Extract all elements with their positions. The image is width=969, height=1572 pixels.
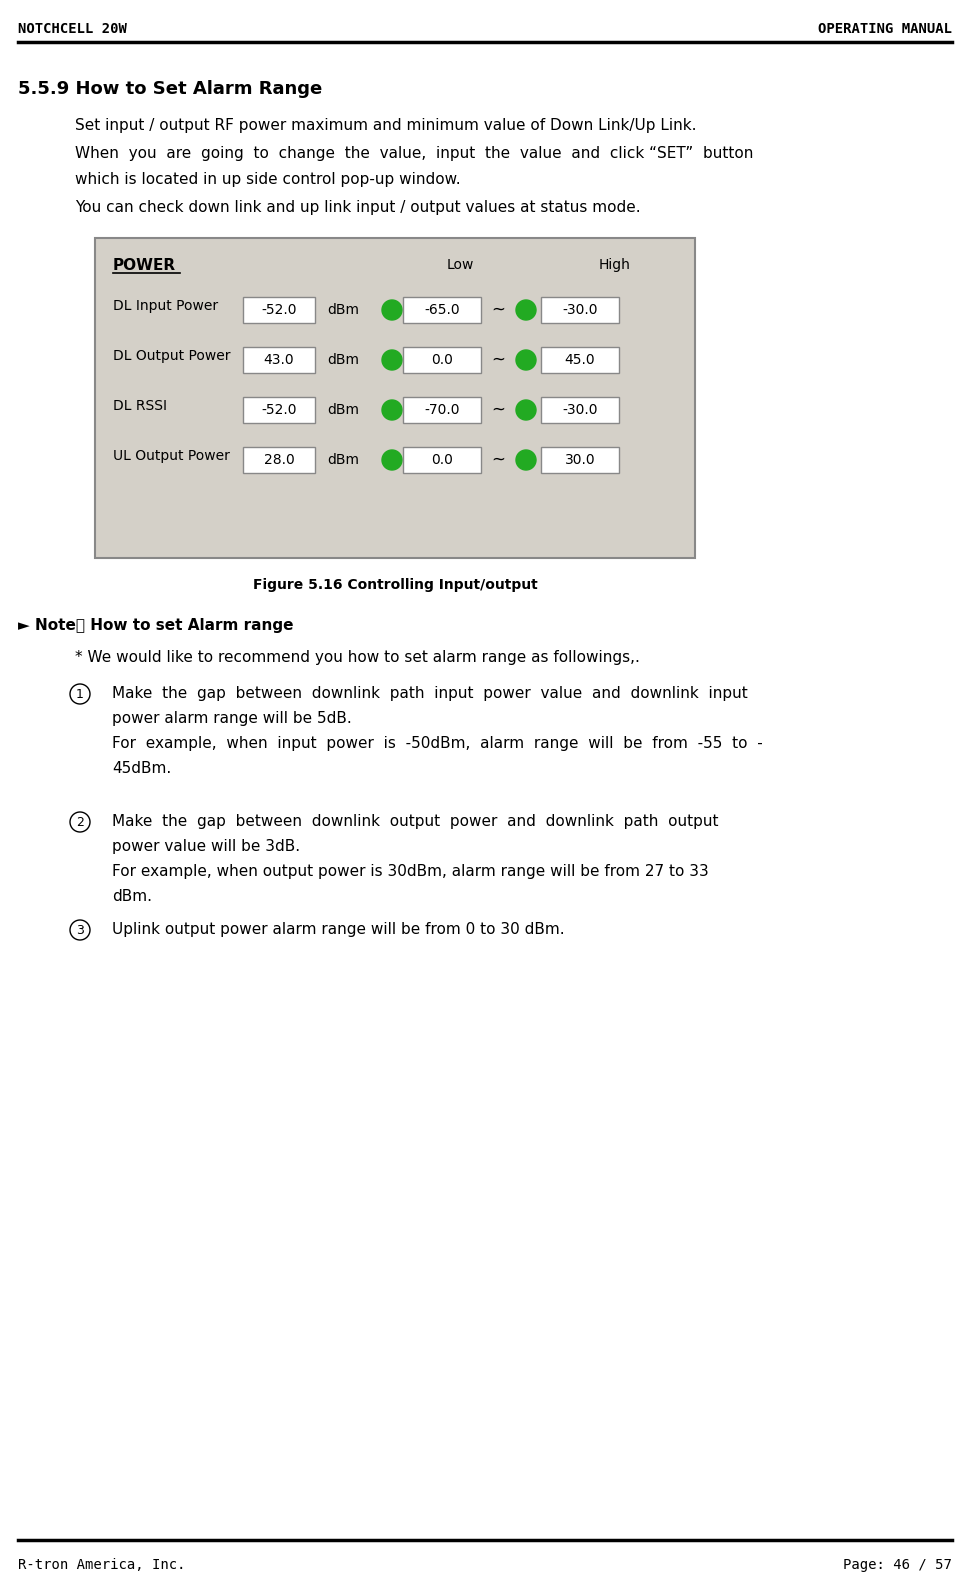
Circle shape bbox=[516, 450, 536, 470]
Circle shape bbox=[382, 399, 401, 420]
Text: 3: 3 bbox=[76, 923, 84, 937]
Text: Make  the  gap  between  downlink  path  input  power  value  and  downlink  inp: Make the gap between downlink path input… bbox=[111, 685, 747, 701]
FancyBboxPatch shape bbox=[541, 297, 618, 322]
Text: dBm: dBm bbox=[327, 453, 359, 467]
Text: power alarm range will be 5dB.: power alarm range will be 5dB. bbox=[111, 711, 352, 726]
Text: -52.0: -52.0 bbox=[261, 402, 297, 417]
Text: You can check down link and up link input / output values at status mode.: You can check down link and up link inpu… bbox=[75, 200, 640, 215]
FancyBboxPatch shape bbox=[243, 398, 315, 423]
FancyBboxPatch shape bbox=[243, 446, 315, 473]
Text: High: High bbox=[599, 258, 630, 272]
Text: dBm: dBm bbox=[327, 402, 359, 417]
FancyBboxPatch shape bbox=[95, 237, 694, 558]
Text: Set input / output RF power maximum and minimum value of Down Link/Up Link.: Set input / output RF power maximum and … bbox=[75, 118, 696, 134]
Text: dBm: dBm bbox=[327, 354, 359, 366]
Text: For example, when output power is 30dBm, alarm range will be from 27 to 33: For example, when output power is 30dBm,… bbox=[111, 865, 708, 879]
Text: which is located in up side control pop-up window.: which is located in up side control pop-… bbox=[75, 171, 460, 187]
Text: ► Note： How to set Alarm range: ► Note： How to set Alarm range bbox=[18, 618, 294, 634]
Text: ~: ~ bbox=[490, 351, 505, 369]
Text: Make  the  gap  between  downlink  output  power  and  downlink  path  output: Make the gap between downlink output pow… bbox=[111, 814, 718, 828]
Text: 5.5.9 How to Set Alarm Range: 5.5.9 How to Set Alarm Range bbox=[18, 80, 322, 97]
Text: NOTCHCELL 20W: NOTCHCELL 20W bbox=[18, 22, 127, 36]
FancyBboxPatch shape bbox=[541, 347, 618, 373]
Text: ~: ~ bbox=[490, 401, 505, 420]
Circle shape bbox=[382, 450, 401, 470]
Text: OPERATING MANUAL: OPERATING MANUAL bbox=[817, 22, 951, 36]
Circle shape bbox=[516, 399, 536, 420]
Circle shape bbox=[382, 300, 401, 321]
Text: Uplink output power alarm range will be from 0 to 30 dBm.: Uplink output power alarm range will be … bbox=[111, 923, 564, 937]
Text: 45.0: 45.0 bbox=[564, 354, 595, 366]
Text: Page: 46 / 57: Page: 46 / 57 bbox=[842, 1558, 951, 1572]
Text: -30.0: -30.0 bbox=[562, 402, 597, 417]
Text: 30.0: 30.0 bbox=[564, 453, 595, 467]
Text: 1: 1 bbox=[76, 687, 84, 701]
Circle shape bbox=[382, 351, 401, 369]
Text: Figure 5.16 Controlling Input/output: Figure 5.16 Controlling Input/output bbox=[252, 578, 537, 593]
Text: POWER: POWER bbox=[112, 258, 176, 274]
Circle shape bbox=[516, 300, 536, 321]
FancyBboxPatch shape bbox=[402, 446, 481, 473]
Text: Low: Low bbox=[446, 258, 473, 272]
Text: UL Output Power: UL Output Power bbox=[112, 450, 230, 464]
Text: 28.0: 28.0 bbox=[264, 453, 294, 467]
Text: -70.0: -70.0 bbox=[423, 402, 459, 417]
Text: 0.0: 0.0 bbox=[430, 354, 453, 366]
FancyBboxPatch shape bbox=[243, 297, 315, 322]
Text: DL RSSI: DL RSSI bbox=[112, 399, 167, 413]
FancyBboxPatch shape bbox=[402, 398, 481, 423]
Text: DL Input Power: DL Input Power bbox=[112, 299, 218, 313]
Text: * We would like to recommend you how to set alarm range as followings,.: * We would like to recommend you how to … bbox=[75, 649, 640, 665]
Text: -52.0: -52.0 bbox=[261, 303, 297, 318]
FancyBboxPatch shape bbox=[541, 446, 618, 473]
FancyBboxPatch shape bbox=[402, 297, 481, 322]
Text: When  you  are  going  to  change  the  value,  input  the  value  and  click “S: When you are going to change the value, … bbox=[75, 146, 753, 160]
Text: -65.0: -65.0 bbox=[423, 303, 459, 318]
Text: power value will be 3dB.: power value will be 3dB. bbox=[111, 839, 299, 854]
FancyBboxPatch shape bbox=[402, 347, 481, 373]
FancyBboxPatch shape bbox=[541, 398, 618, 423]
Text: dBm.: dBm. bbox=[111, 890, 152, 904]
Text: 2: 2 bbox=[76, 816, 84, 828]
Text: ~: ~ bbox=[490, 451, 505, 468]
Text: R-tron America, Inc.: R-tron America, Inc. bbox=[18, 1558, 185, 1572]
Text: DL Output Power: DL Output Power bbox=[112, 349, 231, 363]
Text: 0.0: 0.0 bbox=[430, 453, 453, 467]
Text: ~: ~ bbox=[490, 300, 505, 319]
Text: dBm: dBm bbox=[327, 303, 359, 318]
FancyBboxPatch shape bbox=[243, 347, 315, 373]
Text: 45dBm.: 45dBm. bbox=[111, 761, 172, 777]
Text: 43.0: 43.0 bbox=[264, 354, 294, 366]
Text: For  example,  when  input  power  is  -50dBm,  alarm  range  will  be  from  -5: For example, when input power is -50dBm,… bbox=[111, 736, 762, 751]
Circle shape bbox=[516, 351, 536, 369]
Text: -30.0: -30.0 bbox=[562, 303, 597, 318]
